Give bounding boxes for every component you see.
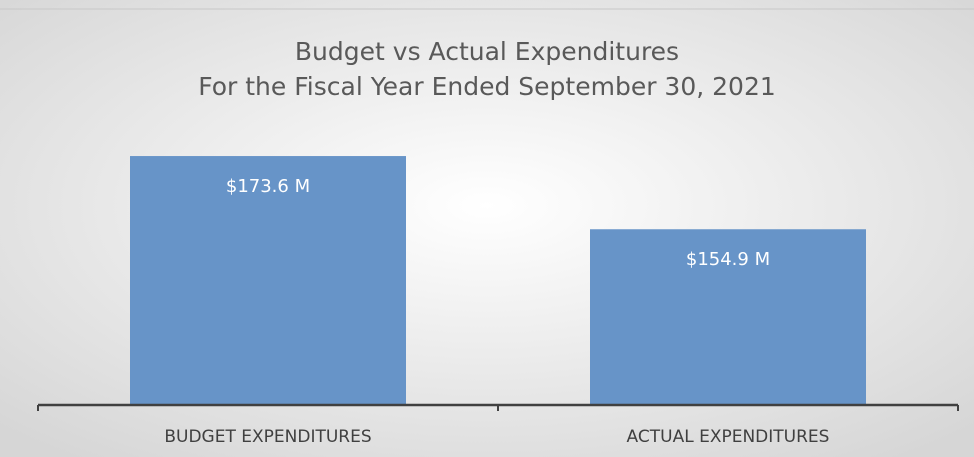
data-label: $173.6 M [226, 176, 310, 197]
data-label: $154.9 M [686, 249, 770, 270]
bar [130, 156, 406, 405]
x-tick-label: ACTUAL EXPENDITURES [627, 427, 830, 447]
x-tick-label: BUDGET EXPENDITURES [164, 427, 371, 447]
bar [590, 229, 866, 405]
chart-title: Budget vs Actual Expenditures [295, 37, 679, 66]
chart-subtitle: For the Fiscal Year Ended September 30, … [198, 72, 776, 101]
